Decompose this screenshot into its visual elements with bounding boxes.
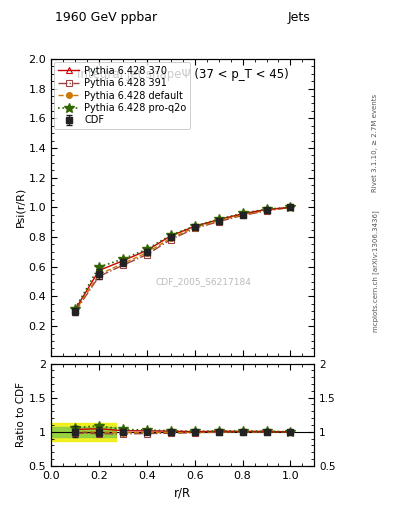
- Pythia 6.428 391: [169, 237, 173, 243]
- Text: Rivet 3.1.10, ≥ 2.7M events: Rivet 3.1.10, ≥ 2.7M events: [372, 94, 378, 193]
- Line: Pythia 6.428 391: Pythia 6.428 391: [72, 205, 293, 315]
- Pythia 6.428 default: [288, 204, 293, 210]
- Pythia 6.428 pro-q2o: [169, 232, 173, 238]
- Pythia 6.428 default: [264, 207, 269, 214]
- Text: 1960 GeV ppbar: 1960 GeV ppbar: [55, 11, 157, 25]
- X-axis label: r/R: r/R: [174, 486, 191, 499]
- Pythia 6.428 370: [145, 247, 149, 253]
- Pythia 6.428 391: [216, 219, 221, 225]
- Text: Jets: Jets: [288, 11, 310, 25]
- Pythia 6.428 370: [73, 307, 77, 313]
- Pythia 6.428 391: [145, 251, 149, 258]
- Pythia 6.428 391: [288, 204, 293, 210]
- Pythia 6.428 default: [145, 250, 149, 256]
- Pythia 6.428 370: [192, 223, 197, 229]
- Pythia 6.428 default: [73, 308, 77, 314]
- Pythia 6.428 370: [97, 267, 101, 273]
- Pythia 6.428 default: [216, 218, 221, 224]
- Pythia 6.428 391: [97, 273, 101, 280]
- Pythia 6.428 pro-q2o: [288, 204, 293, 210]
- Pythia 6.428 pro-q2o: [240, 210, 245, 217]
- Legend: Pythia 6.428 370, Pythia 6.428 391, Pythia 6.428 default, Pythia 6.428 pro-q2o, : Pythia 6.428 370, Pythia 6.428 391, Pyth…: [54, 62, 190, 130]
- Pythia 6.428 pro-q2o: [192, 223, 197, 229]
- Line: Pythia 6.428 default: Pythia 6.428 default: [72, 205, 293, 314]
- Pythia 6.428 pro-q2o: [264, 206, 269, 212]
- Pythia 6.428 370: [216, 217, 221, 223]
- Pythia 6.428 370: [121, 258, 125, 264]
- Pythia 6.428 default: [121, 261, 125, 267]
- Pythia 6.428 pro-q2o: [145, 246, 149, 252]
- Pythia 6.428 391: [240, 212, 245, 219]
- Pythia 6.428 370: [169, 233, 173, 239]
- Text: CDF_2005_S6217184: CDF_2005_S6217184: [156, 277, 252, 286]
- Pythia 6.428 default: [192, 224, 197, 230]
- Line: Pythia 6.428 370: Pythia 6.428 370: [72, 204, 294, 313]
- Line: Pythia 6.428 pro-q2o: Pythia 6.428 pro-q2o: [70, 203, 295, 313]
- Pythia 6.428 370: [288, 204, 293, 210]
- Pythia 6.428 pro-q2o: [121, 256, 125, 262]
- Y-axis label: Ratio to CDF: Ratio to CDF: [16, 382, 26, 447]
- Pythia 6.428 pro-q2o: [97, 264, 101, 270]
- Pythia 6.428 391: [121, 262, 125, 268]
- Pythia 6.428 pro-q2o: [73, 306, 77, 312]
- Text: Integral jet shapeΨ (37 < p_T < 45): Integral jet shapeΨ (37 < p_T < 45): [77, 68, 288, 81]
- Text: mcplots.cern.ch [arXiv:1306.3436]: mcplots.cern.ch [arXiv:1306.3436]: [372, 210, 379, 332]
- Pythia 6.428 default: [169, 235, 173, 241]
- Pythia 6.428 391: [264, 208, 269, 214]
- Pythia 6.428 pro-q2o: [216, 216, 221, 222]
- Pythia 6.428 391: [192, 225, 197, 231]
- Pythia 6.428 370: [240, 210, 245, 217]
- Pythia 6.428 default: [97, 271, 101, 278]
- Pythia 6.428 391: [73, 309, 77, 315]
- Pythia 6.428 default: [240, 211, 245, 218]
- Y-axis label: Psi(r/R): Psi(r/R): [16, 187, 26, 227]
- Pythia 6.428 370: [264, 206, 269, 212]
